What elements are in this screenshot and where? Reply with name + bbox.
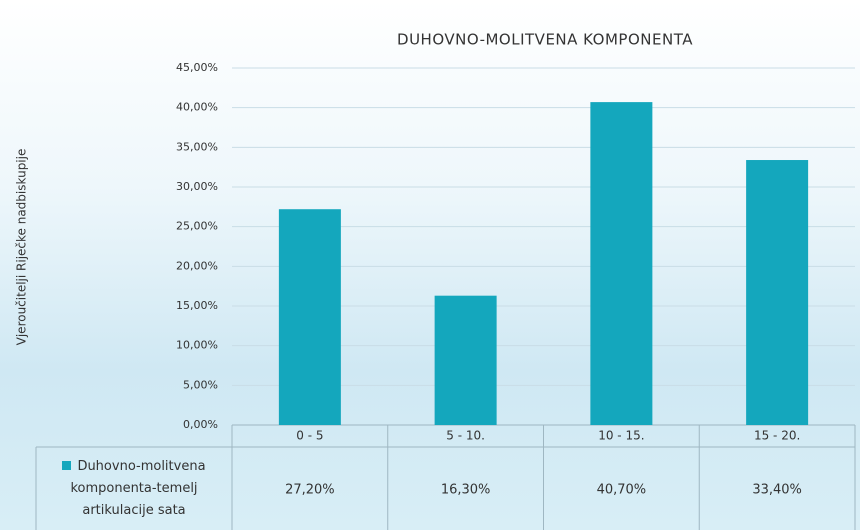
y-tick-label: 25,00% — [176, 220, 218, 233]
x-tick-label: 10 - 15. — [598, 429, 644, 443]
legend-swatch — [62, 461, 72, 470]
bar — [278, 209, 341, 425]
x-tick-label: 0 - 5 — [296, 429, 323, 443]
y-tick-label: 0,00% — [183, 418, 218, 431]
y-tick-label: 10,00% — [176, 339, 218, 352]
y-tick-label: 35,00% — [176, 140, 218, 153]
data-label: 16,30% — [441, 483, 491, 498]
y-axis-label: Vjeroučitelji Riječke nadbiskupije — [15, 149, 29, 346]
y-tick-label: 15,00% — [176, 299, 218, 312]
legend-label: Duhovno-molitvena komponenta-temelj arti… — [70, 459, 206, 518]
x-tick-label: 5 - 10. — [446, 429, 485, 443]
legend: Duhovno-molitvena komponenta-temelj arti… — [36, 456, 232, 522]
y-tick-label: 20,00% — [176, 259, 218, 272]
data-label: 40,70% — [597, 483, 647, 498]
chart-title: DUHOVNO-MOLITVENA KOMPONENTA — [397, 31, 693, 49]
x-tick-label: 15 - 20. — [754, 429, 800, 443]
bar — [590, 102, 653, 425]
y-tick-label: 5,00% — [183, 378, 218, 391]
y-tick-label: 30,00% — [176, 180, 218, 193]
bar — [434, 295, 497, 425]
bar — [746, 160, 809, 425]
y-tick-label: 45,00% — [176, 61, 218, 74]
data-label: 33,40% — [752, 483, 802, 498]
data-label: 27,20% — [285, 483, 335, 498]
y-tick-label: 40,00% — [176, 101, 218, 114]
